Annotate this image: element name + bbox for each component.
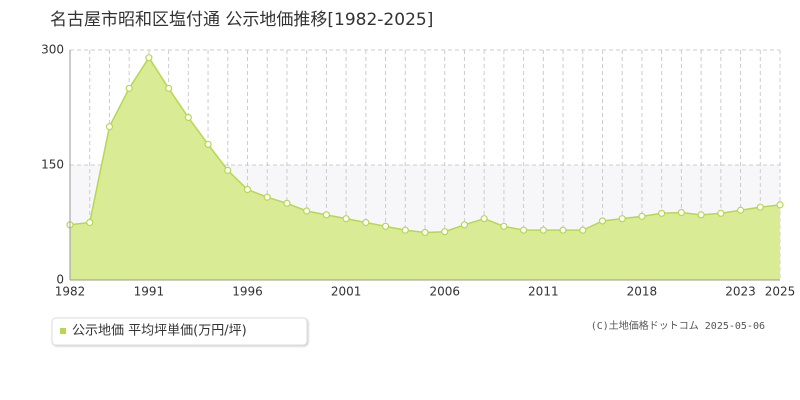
point bbox=[243, 185, 252, 194]
point bbox=[342, 215, 350, 223]
chart-title: 名古屋市昭和区塩付通 公示地価推移[1982-2025] bbox=[50, 10, 433, 30]
point bbox=[500, 222, 508, 230]
point bbox=[125, 84, 133, 92]
point bbox=[697, 211, 705, 219]
point bbox=[776, 201, 784, 209]
x-tick-label: 1996 bbox=[232, 285, 263, 299]
point bbox=[756, 203, 764, 211]
point bbox=[677, 208, 685, 217]
y-tick-label: 0 bbox=[56, 273, 64, 287]
legend: 公示地価 平均坪単価(万円/坪) bbox=[51, 317, 308, 346]
legend-swatch bbox=[60, 328, 66, 334]
point bbox=[204, 140, 212, 148]
legend-label: 公示地価 平均坪単価(万円/坪) bbox=[72, 323, 247, 339]
point bbox=[224, 166, 232, 174]
point bbox=[441, 228, 449, 236]
x-tick-label: 2025 bbox=[765, 285, 796, 299]
x-tick-label: 2011 bbox=[528, 285, 559, 299]
point bbox=[559, 226, 567, 234]
point bbox=[283, 199, 291, 207]
x-tick-label: 2006 bbox=[429, 285, 460, 299]
point bbox=[165, 84, 173, 92]
y-tick-label: 300 bbox=[41, 43, 64, 57]
point bbox=[303, 207, 311, 215]
point bbox=[105, 123, 114, 131]
point bbox=[145, 54, 153, 62]
point bbox=[618, 215, 626, 223]
x-tick-label: 2001 bbox=[331, 285, 362, 299]
point bbox=[381, 222, 390, 230]
point bbox=[638, 212, 646, 220]
legend-box bbox=[51, 317, 308, 346]
point bbox=[421, 228, 429, 237]
point bbox=[539, 226, 547, 234]
point bbox=[401, 226, 409, 234]
point bbox=[658, 209, 666, 217]
x-tick-label: 2023 bbox=[725, 285, 756, 299]
point bbox=[86, 218, 94, 227]
point bbox=[184, 113, 192, 122]
credit: (C)土地価格ドットコム 2025-05-06 bbox=[591, 319, 765, 332]
x-tick-label: 2018 bbox=[627, 285, 658, 299]
point bbox=[362, 218, 370, 227]
y-tick-label: 150 bbox=[41, 158, 64, 172]
point bbox=[480, 215, 488, 223]
point bbox=[263, 193, 271, 201]
point bbox=[460, 221, 469, 229]
x-tick-label: 1982 bbox=[55, 285, 86, 299]
point bbox=[579, 226, 587, 234]
point bbox=[736, 206, 745, 214]
point bbox=[520, 226, 528, 234]
point bbox=[598, 217, 607, 225]
point bbox=[322, 211, 330, 219]
x-tick-label: 1991 bbox=[134, 285, 165, 299]
point bbox=[717, 209, 725, 217]
